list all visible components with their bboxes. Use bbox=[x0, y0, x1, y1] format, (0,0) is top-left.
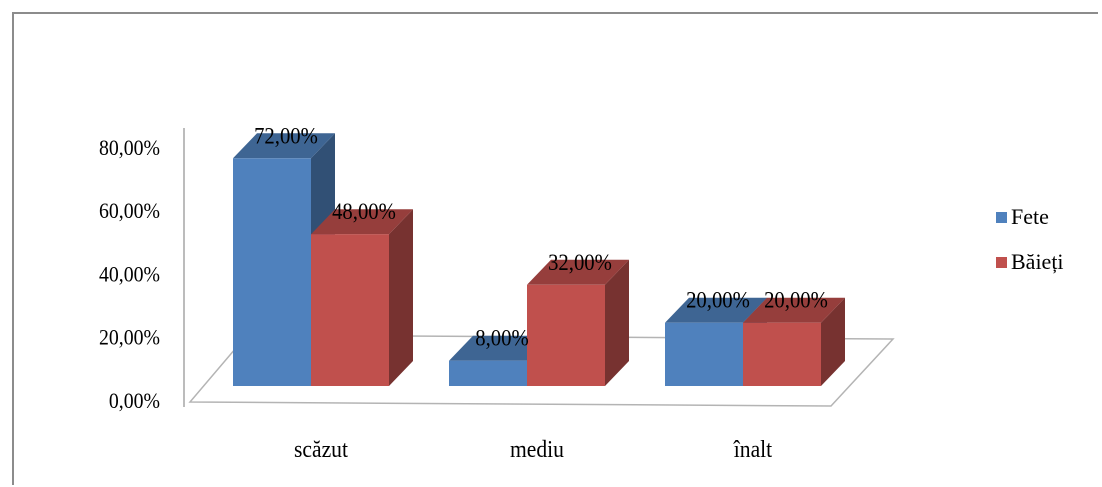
chart-frame bbox=[12, 12, 1098, 485]
bars bbox=[233, 133, 845, 386]
bar-side-face bbox=[389, 209, 413, 386]
legend-swatch bbox=[996, 257, 1007, 268]
y-tick-label: 20,00% bbox=[99, 325, 160, 350]
y-tick-label: 40,00% bbox=[99, 262, 160, 287]
bar-baieti bbox=[311, 209, 413, 386]
bar-top-face bbox=[743, 297, 845, 323]
x-tick-label: mediu bbox=[510, 436, 565, 462]
data-labels: 72,00% 48,00% 8,00% 32,00% 20,00% 20,00% bbox=[254, 123, 828, 351]
data-label: 8,00% bbox=[475, 326, 528, 351]
data-label: 20,00% bbox=[686, 288, 750, 313]
bar-front-face bbox=[665, 322, 743, 386]
legend-label: Băieți bbox=[1011, 249, 1064, 274]
legend-swatch bbox=[996, 212, 1007, 223]
data-label: 32,00% bbox=[548, 250, 612, 275]
bar-front-face bbox=[449, 360, 527, 386]
bar-top-face bbox=[233, 133, 335, 159]
y-tick-label: 60,00% bbox=[99, 198, 160, 223]
x-tick-label: scăzut bbox=[294, 436, 349, 462]
legend: Fete Băieți bbox=[996, 204, 1064, 274]
bar-front-face bbox=[743, 322, 821, 386]
bar-baieti bbox=[527, 259, 629, 386]
bar-front-face bbox=[233, 158, 311, 386]
legend-label: Fete bbox=[1011, 204, 1049, 229]
bar-top-face bbox=[449, 335, 551, 361]
bar-front-face bbox=[527, 284, 605, 386]
data-label: 72,00% bbox=[254, 123, 318, 148]
bar-side-face bbox=[605, 259, 629, 386]
y-tick-label: 80,00% bbox=[99, 135, 160, 160]
x-tick-label: înalt bbox=[733, 436, 773, 462]
bar-front-face bbox=[311, 234, 389, 386]
bar-top-face bbox=[527, 259, 629, 285]
y-tick-label: 0,00% bbox=[109, 388, 160, 413]
y-axis: 0,00% 20,00% 40,00% 60,00% 80,00% scăzut mediu… bbox=[99, 128, 773, 462]
bar-top-face bbox=[665, 297, 767, 323]
data-label: 48,00% bbox=[332, 199, 396, 224]
bar-side-face bbox=[821, 297, 845, 386]
bar-baieti bbox=[743, 297, 845, 386]
bar-top-face bbox=[311, 209, 413, 235]
data-label: 20,00% bbox=[764, 288, 828, 313]
